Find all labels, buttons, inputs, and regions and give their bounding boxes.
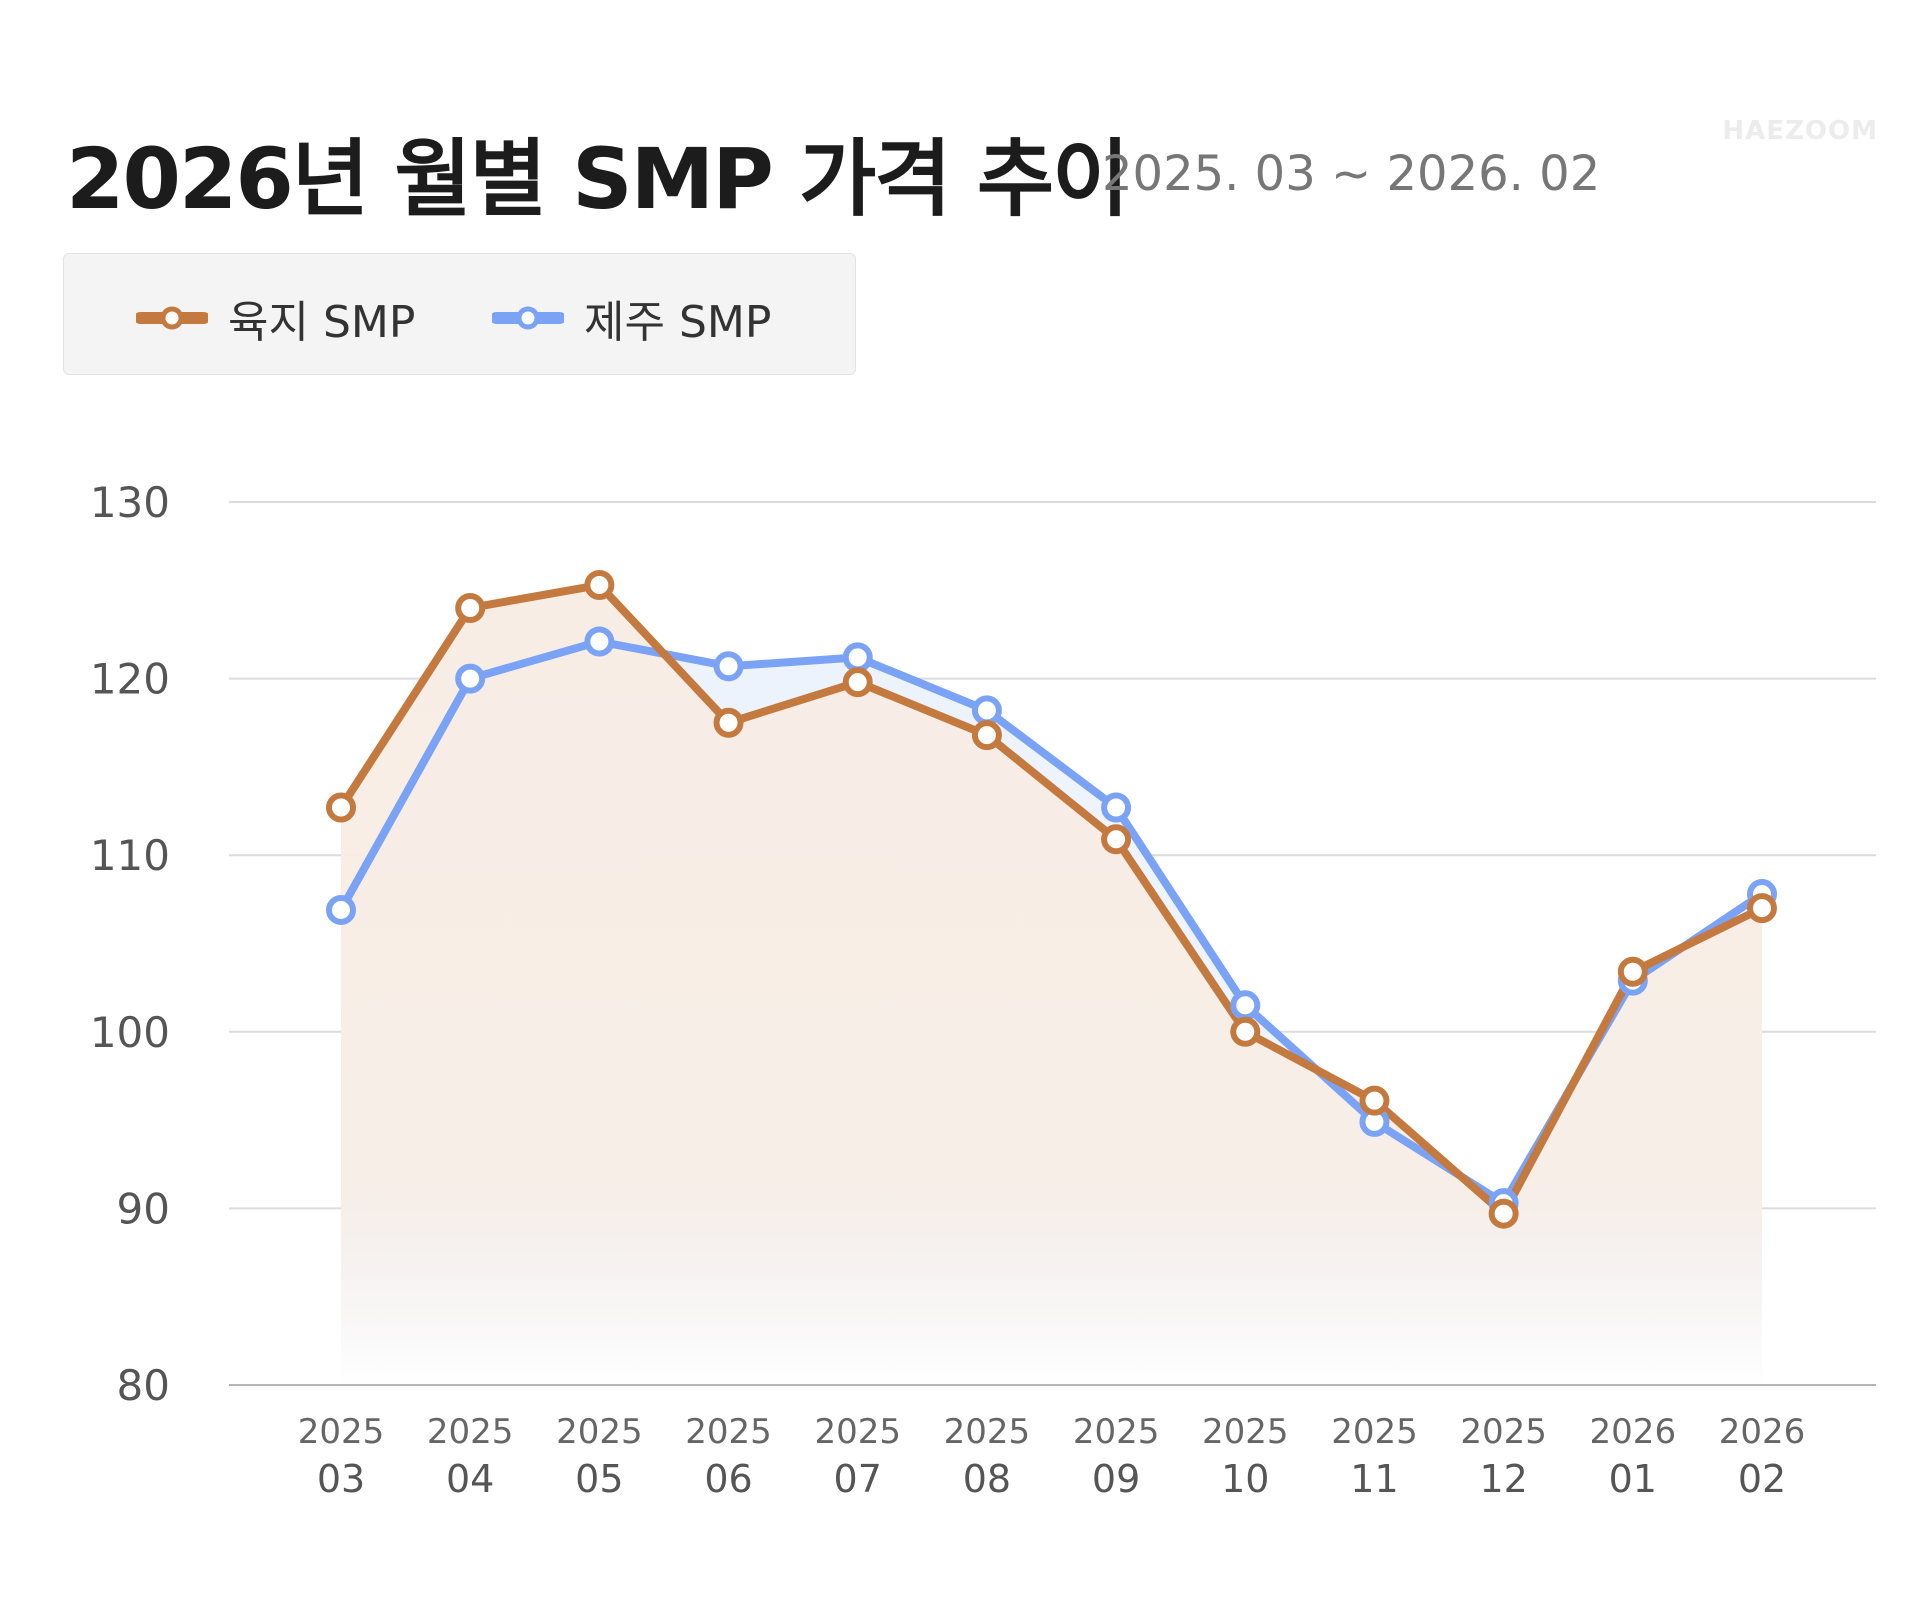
x-tick-year: 2025 [298, 1412, 385, 1452]
data-point [713, 651, 744, 682]
x-tick-month: 12 [1479, 1457, 1527, 1501]
y-tick-label: 120 [90, 655, 170, 704]
watermark-logo: HAEZOOM [1722, 116, 1878, 146]
y-tick-label: 90 [117, 1184, 170, 1233]
x-tick-year: 2025 [556, 1412, 643, 1452]
data-point [1230, 1016, 1261, 1047]
x-tick-year: 2025 [814, 1412, 901, 1452]
chart-title: 2026년 월별 SMP 가격 추이 [66, 130, 1129, 228]
x-tick-month: 03 [317, 1457, 365, 1501]
x-tick-year: 2025 [427, 1412, 514, 1452]
data-point [584, 626, 615, 657]
legend-label: 제주 SMP [584, 297, 772, 348]
legend-item-jeju[interactable]: 제주 SMP [492, 286, 771, 350]
x-tick-month: 10 [1221, 1457, 1269, 1501]
y-tick-label: 100 [90, 1008, 170, 1057]
x-tick-year: 2025 [685, 1412, 772, 1452]
series-line [337, 581, 1764, 1218]
x-tick-year: 2026 [1590, 1412, 1677, 1452]
x-tick-month: 06 [704, 1457, 752, 1501]
data-point [842, 642, 873, 673]
data-point [455, 592, 486, 623]
data-point [326, 792, 356, 823]
x-tick-year: 2026 [1719, 1412, 1806, 1452]
data-point [1230, 990, 1261, 1021]
y-tick-label: 110 [90, 831, 170, 880]
series-area [341, 585, 1762, 1385]
data-point [1488, 1198, 1519, 1229]
x-tick-year: 2025 [1460, 1412, 1547, 1452]
data-point [971, 720, 1002, 751]
x-tick-month: 09 [1092, 1457, 1140, 1501]
chart-subtitle: 2025. 03 ~ 2026. 02 [1102, 146, 1601, 202]
x-tick-month: 01 [1609, 1457, 1657, 1501]
legend-marker-icon [492, 306, 564, 330]
x-tick-year: 2025 [944, 1412, 1031, 1452]
legend: 육지 SMP 제주 SMP [63, 253, 856, 375]
data-point [1359, 1085, 1390, 1116]
x-tick-month: 04 [446, 1457, 494, 1501]
data-point [842, 667, 873, 698]
data-point [713, 707, 744, 738]
x-tick-year: 2025 [1202, 1412, 1289, 1452]
x-tick-month: 05 [575, 1457, 623, 1501]
x-tick-month: 02 [1738, 1457, 1786, 1501]
data-point [326, 894, 356, 925]
x-tick-month: 07 [834, 1457, 882, 1501]
data-point [1101, 824, 1132, 855]
legend-item-mainland[interactable]: 육지 SMP [136, 286, 415, 350]
x-tick-year: 2025 [1331, 1412, 1418, 1452]
data-point [1617, 956, 1648, 987]
y-tick-label: 130 [90, 478, 170, 527]
legend-label: 육지 SMP [228, 297, 416, 348]
x-tick-month: 11 [1350, 1457, 1398, 1501]
x-tick-year: 2025 [1073, 1412, 1160, 1452]
y-tick-label: 80 [117, 1361, 170, 1410]
data-point [971, 695, 1002, 726]
legend-marker-icon [136, 306, 208, 330]
data-point [1747, 893, 1777, 924]
x-tick-month: 08 [963, 1457, 1011, 1501]
data-point [455, 663, 486, 694]
data-point [584, 570, 615, 601]
data-point [1101, 792, 1132, 823]
